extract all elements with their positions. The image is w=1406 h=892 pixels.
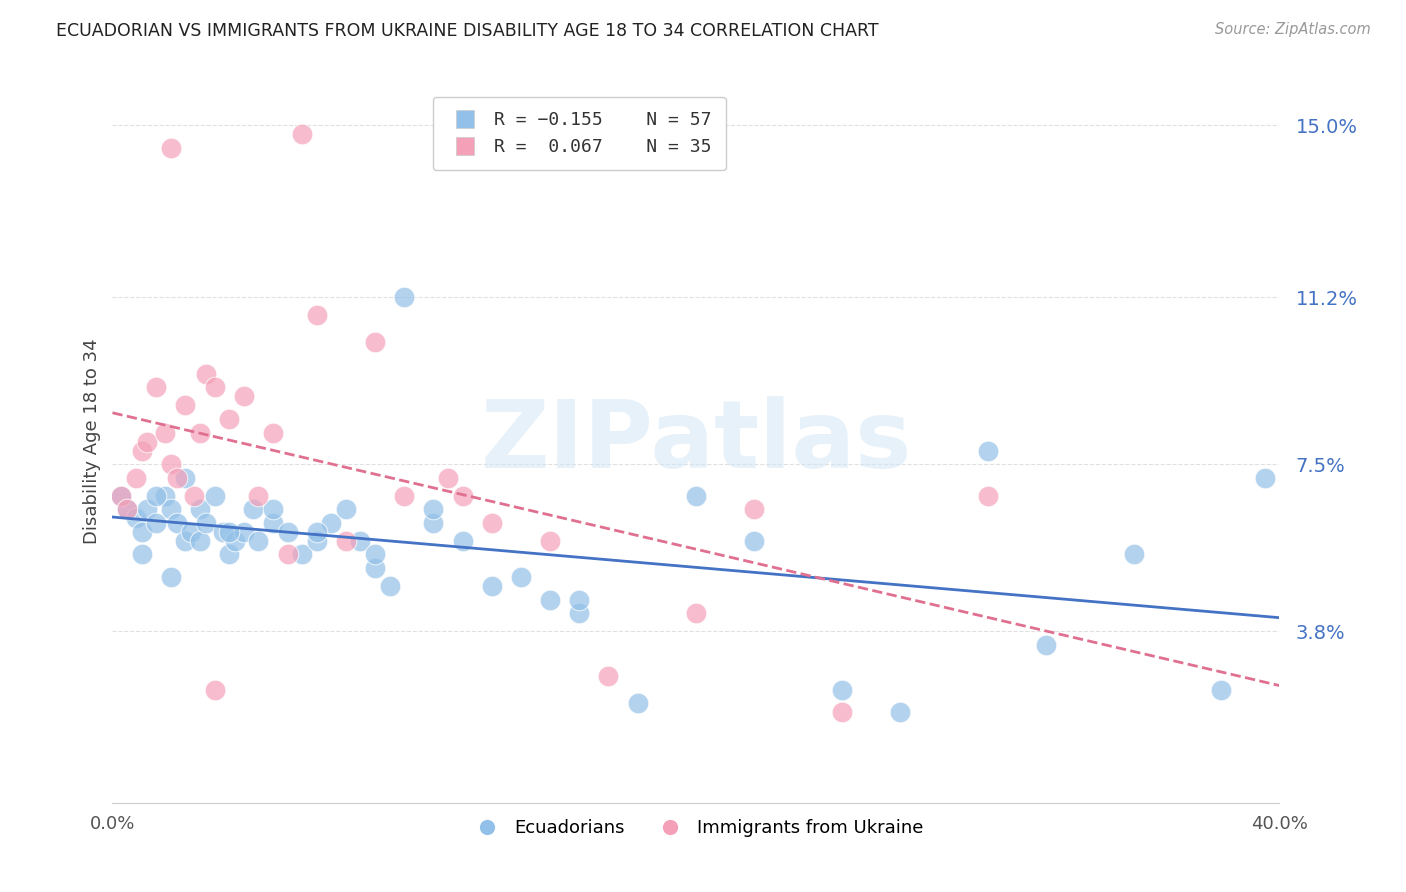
Point bbox=[153, 489, 176, 503]
Text: ZIPatlas: ZIPatlas bbox=[481, 395, 911, 488]
Point bbox=[247, 489, 270, 503]
Point bbox=[125, 471, 148, 485]
Point bbox=[188, 425, 211, 440]
Point bbox=[188, 533, 211, 548]
Point bbox=[232, 389, 254, 403]
Point bbox=[437, 471, 460, 485]
Point bbox=[1035, 638, 1057, 652]
Point bbox=[166, 471, 188, 485]
Point bbox=[685, 489, 707, 503]
Point bbox=[394, 489, 416, 503]
Point bbox=[160, 141, 183, 155]
Point bbox=[742, 533, 765, 548]
Point bbox=[153, 425, 176, 440]
Point bbox=[291, 548, 314, 562]
Y-axis label: Disability Age 18 to 34: Disability Age 18 to 34 bbox=[83, 339, 101, 544]
Point bbox=[218, 524, 240, 539]
Point bbox=[160, 457, 183, 471]
Point bbox=[204, 380, 226, 394]
Point bbox=[685, 606, 707, 620]
Point bbox=[276, 524, 298, 539]
Point bbox=[305, 524, 328, 539]
Point bbox=[378, 579, 401, 593]
Point bbox=[422, 502, 444, 516]
Point bbox=[568, 606, 591, 620]
Point bbox=[247, 533, 270, 548]
Point bbox=[335, 533, 357, 548]
Point bbox=[174, 533, 197, 548]
Point bbox=[136, 502, 159, 516]
Point bbox=[538, 592, 561, 607]
Point bbox=[145, 380, 167, 394]
Point bbox=[976, 443, 998, 458]
Point bbox=[627, 697, 650, 711]
Point bbox=[145, 489, 167, 503]
Point bbox=[1254, 471, 1277, 485]
Point bbox=[598, 669, 620, 683]
Point bbox=[538, 533, 561, 548]
Point bbox=[180, 524, 202, 539]
Point bbox=[742, 502, 765, 516]
Point bbox=[321, 516, 343, 530]
Point bbox=[242, 502, 264, 516]
Text: Source: ZipAtlas.com: Source: ZipAtlas.com bbox=[1215, 22, 1371, 37]
Point bbox=[305, 308, 328, 322]
Text: ECUADORIAN VS IMMIGRANTS FROM UKRAINE DISABILITY AGE 18 TO 34 CORRELATION CHART: ECUADORIAN VS IMMIGRANTS FROM UKRAINE DI… bbox=[56, 22, 879, 40]
Point bbox=[188, 502, 211, 516]
Legend: Ecuadorians, Immigrants from Ukraine: Ecuadorians, Immigrants from Ukraine bbox=[461, 812, 931, 845]
Point bbox=[183, 489, 205, 503]
Point bbox=[160, 570, 183, 584]
Point bbox=[349, 533, 371, 548]
Point bbox=[262, 516, 284, 530]
Point bbox=[451, 533, 474, 548]
Point bbox=[232, 524, 254, 539]
Point bbox=[422, 516, 444, 530]
Point bbox=[110, 489, 132, 503]
Point bbox=[335, 502, 357, 516]
Point bbox=[115, 502, 138, 516]
Point bbox=[166, 516, 188, 530]
Point bbox=[831, 682, 853, 697]
Point bbox=[262, 502, 284, 516]
Point bbox=[262, 425, 284, 440]
Point bbox=[889, 706, 911, 720]
Point bbox=[174, 398, 197, 412]
Point bbox=[131, 548, 153, 562]
Point bbox=[218, 412, 240, 426]
Point bbox=[364, 335, 387, 350]
Point bbox=[131, 443, 153, 458]
Point bbox=[204, 489, 226, 503]
Point bbox=[131, 524, 153, 539]
Point bbox=[831, 706, 853, 720]
Point bbox=[976, 489, 998, 503]
Point bbox=[224, 533, 246, 548]
Point bbox=[509, 570, 531, 584]
Point bbox=[145, 516, 167, 530]
Point bbox=[160, 502, 183, 516]
Point bbox=[291, 128, 314, 142]
Point bbox=[364, 548, 387, 562]
Point bbox=[136, 434, 159, 449]
Point bbox=[568, 592, 591, 607]
Point bbox=[481, 516, 503, 530]
Point bbox=[1122, 548, 1144, 562]
Point bbox=[1209, 682, 1232, 697]
Point bbox=[218, 548, 240, 562]
Point bbox=[276, 548, 298, 562]
Point bbox=[451, 489, 474, 503]
Point bbox=[364, 561, 387, 575]
Point bbox=[194, 516, 217, 530]
Point bbox=[174, 471, 197, 485]
Point bbox=[305, 533, 328, 548]
Point bbox=[481, 579, 503, 593]
Point bbox=[125, 511, 148, 525]
Point bbox=[115, 502, 138, 516]
Point bbox=[212, 524, 235, 539]
Point bbox=[110, 489, 132, 503]
Point bbox=[194, 367, 217, 381]
Point bbox=[204, 682, 226, 697]
Point bbox=[394, 290, 416, 304]
